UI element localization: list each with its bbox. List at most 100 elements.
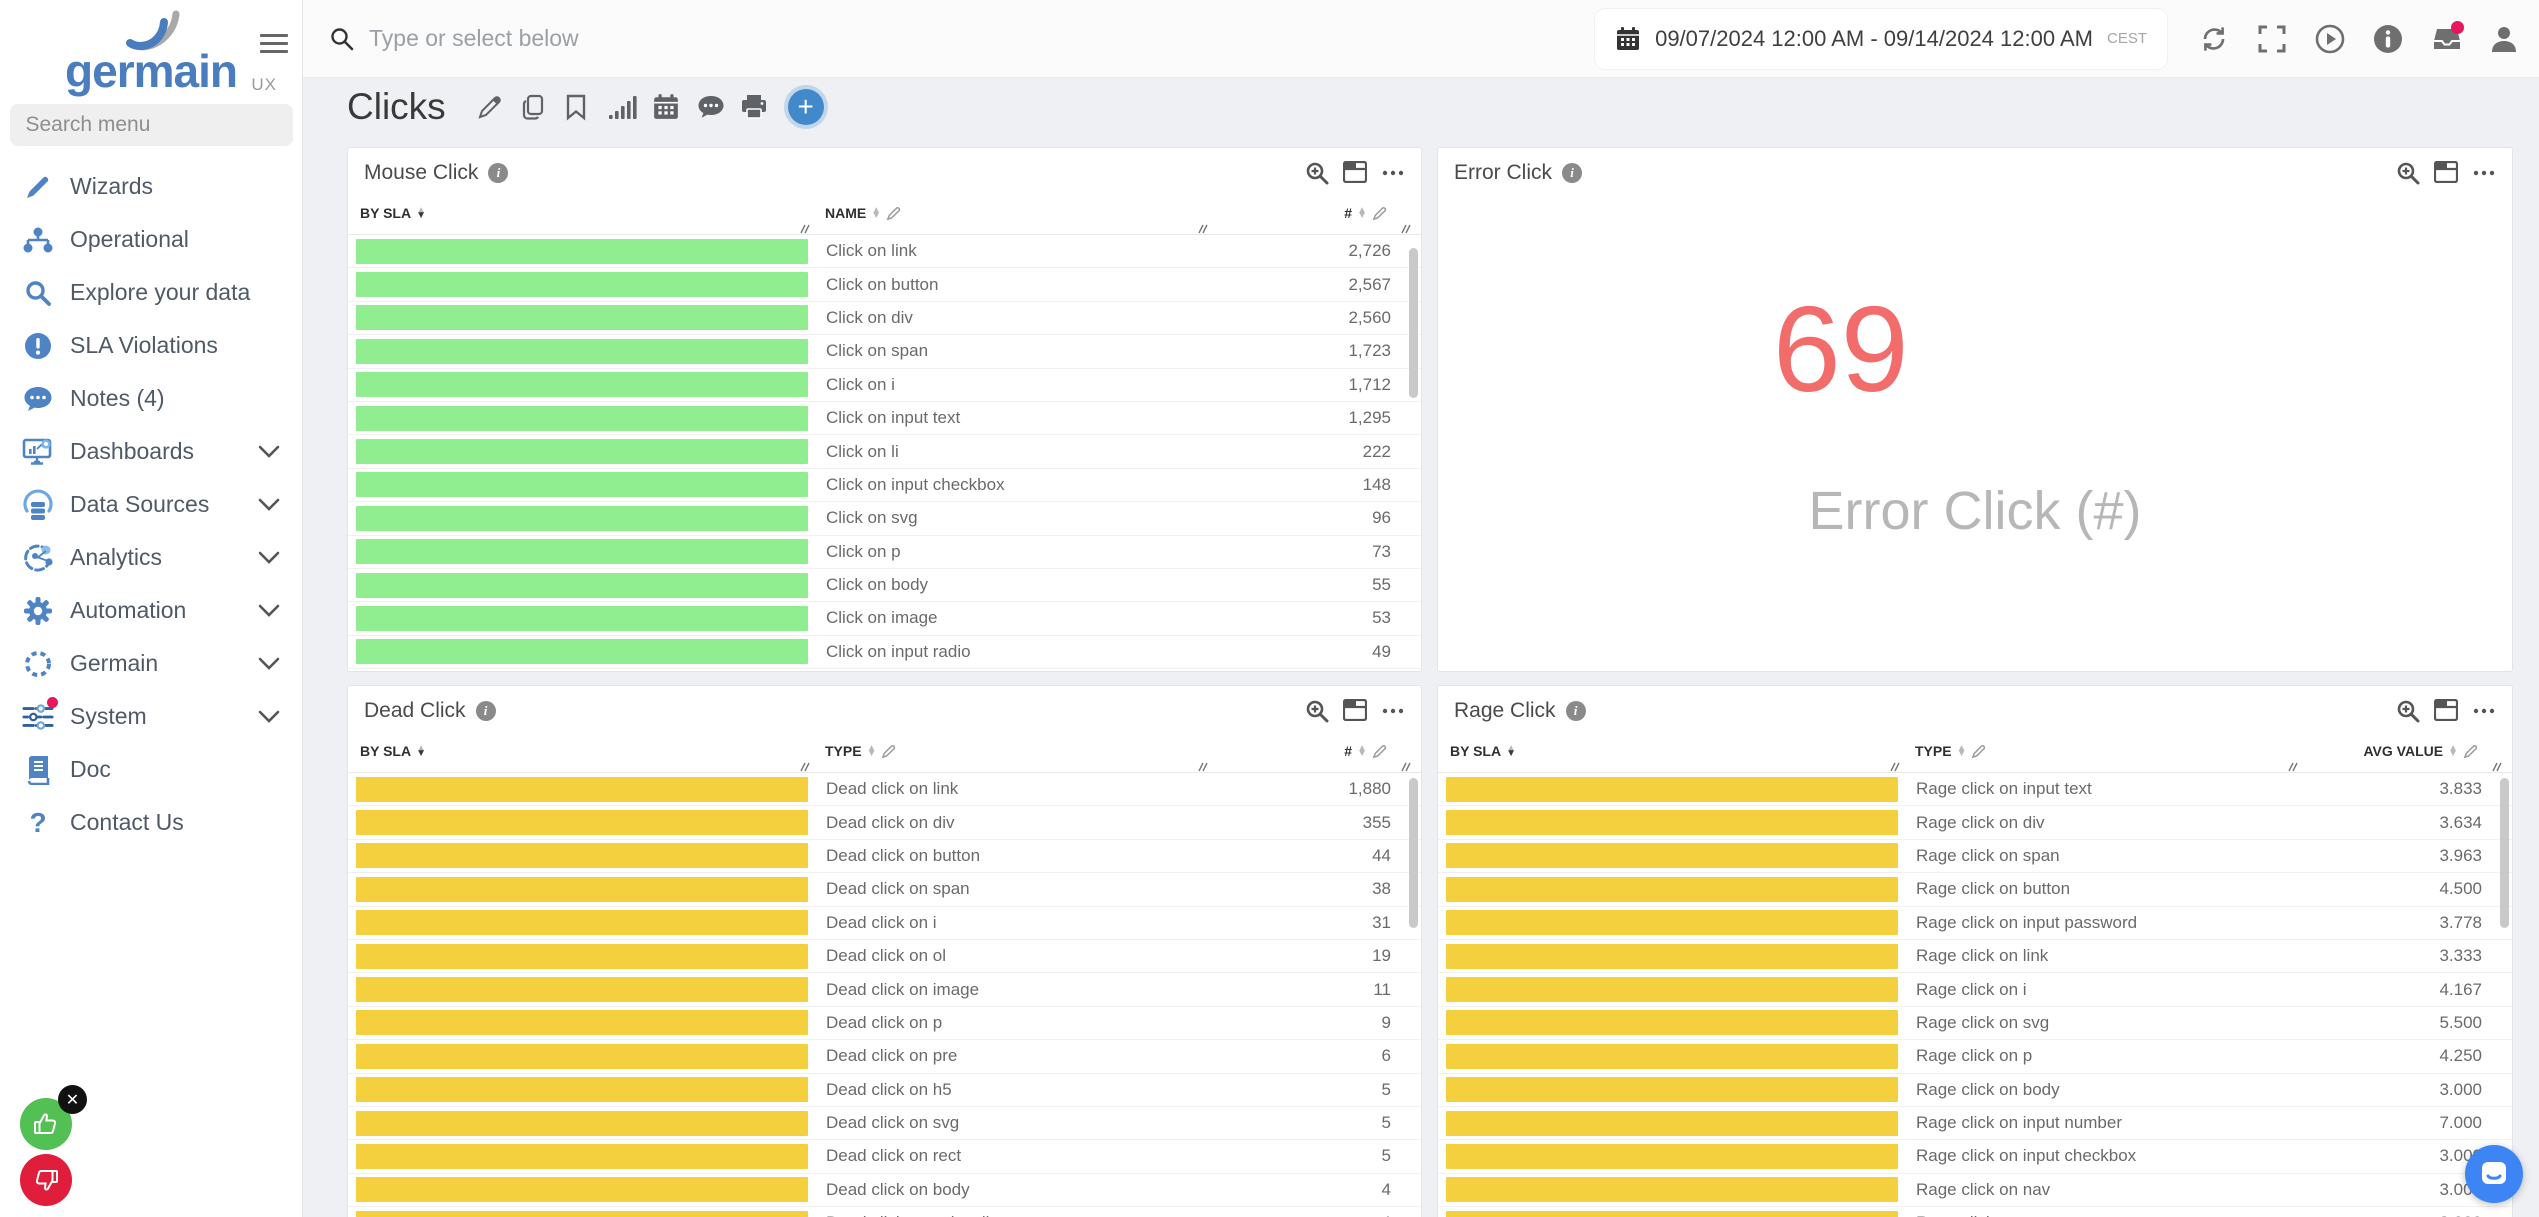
sidebar-item-germain[interactable]: Germain [0,637,302,690]
table-row[interactable]: Rage click on input password 3.778 [1438,907,2512,940]
panel-menu-icon[interactable] [2472,161,2496,185]
edit-column-icon[interactable] [1971,744,1986,759]
info-icon[interactable]: i [1565,701,1586,721]
zoom-in-icon[interactable] [2396,161,2420,185]
sidebar-item-dashboards[interactable]: Dashboards [0,425,302,478]
table-row[interactable]: Dead click on span 38 [348,873,1421,907]
table-row[interactable]: Dead click on h5 5 [348,1074,1421,1107]
column-resize-handle[interactable] [798,223,810,234]
sort-toggle[interactable]: ▲ ▼ [2448,742,2458,759]
table-row[interactable]: Dead click on body 4 [348,1174,1421,1208]
column-resize-handle[interactable] [2286,761,2298,772]
table-row[interactable]: Click on button 2,567 [348,268,1421,302]
refresh-icon[interactable] [2199,24,2229,54]
table-row[interactable]: Rage click on pre3.000 [1438,1207,2512,1217]
table-row[interactable]: Dead click on button 44 [348,840,1421,874]
sidebar-search-input[interactable] [9,104,293,146]
table-row[interactable]: Dead click on div 355 [348,806,1421,840]
table-row[interactable]: Click on svg 96 [348,502,1421,536]
fullscreen-icon[interactable] [2257,24,2287,54]
column-resize-handle[interactable] [1399,223,1411,234]
signal-bars-icon[interactable] [608,93,637,121]
column-resize-handle[interactable] [2490,761,2502,772]
table-row[interactable]: Dead click on image 11 [348,973,1421,1007]
edit-column-icon[interactable] [1372,206,1387,221]
hamburger-menu-icon[interactable] [260,34,288,56]
panel-layout-icon[interactable] [2434,161,2458,185]
date-range-picker[interactable]: 09/07/2024 12:00 AM - 09/14/2024 12:00 A… [1595,8,2167,69]
table-row[interactable]: Dead click on ol 19 [348,940,1421,974]
panel-menu-icon[interactable] [1381,161,1405,185]
info-icon[interactable]: i [475,701,496,721]
germain-logo[interactable]: germain UX [51,10,276,94]
info-icon[interactable]: i [1562,163,1582,183]
table-row[interactable]: Click on span 1,723 [348,335,1421,369]
column-resize-handle[interactable] [1399,761,1411,772]
print-icon[interactable] [740,93,768,121]
table-row[interactable]: Click on link 2,726 [348,235,1421,269]
table-row[interactable]: Rage click on div 3.634 [1438,806,2512,840]
sidebar-item-operational[interactable]: Operational [0,213,302,266]
edit-pencil-icon[interactable] [476,93,504,121]
inbox-icon[interactable] [2431,20,2464,54]
sidebar-item-sla-violations[interactable]: SLA Violations [0,319,302,372]
table-row[interactable]: Dead click on pre 6 [348,1040,1421,1074]
table-row[interactable]: Click on image 53 [348,602,1421,636]
edit-column-icon[interactable] [1372,744,1387,759]
calendar-icon[interactable] [652,93,680,121]
sidebar-item-system[interactable]: System [0,690,302,743]
table-row[interactable]: Rage click on input text 3.833 [1438,773,2512,807]
table-row[interactable]: Rage click on button 4.500 [1438,873,2512,907]
table-row[interactable]: Rage click on body 3.000 [1438,1074,2512,1107]
play-icon[interactable] [2315,24,2345,54]
info-icon[interactable]: i [488,163,509,183]
table-row[interactable]: Dead click on svg 5 [348,1107,1421,1141]
scrollbar-thumb[interactable] [1409,248,1418,398]
chat-launcher-button[interactable] [2465,1145,2523,1203]
table-row[interactable]: Dead click on link 1,880 [348,773,1421,807]
sort-toggle[interactable]: ▲ ▼ [866,742,877,759]
sort-toggle[interactable]: ▲ ▼ [1956,742,1967,759]
sidebar-item-wizards[interactable]: Wizards [0,160,302,213]
zoom-in-icon[interactable] [2396,699,2420,723]
table-row[interactable]: Rage click on input number 7.000 [1438,1107,2512,1141]
table-row[interactable]: Dead click on i 31 [348,907,1421,940]
zoom-in-icon[interactable] [1305,161,1329,185]
table-row[interactable]: Rage click on input checkbox 3.000 [1438,1140,2512,1174]
sidebar-item-analytics[interactable]: Analytics [0,531,302,584]
column-resize-handle[interactable] [798,761,810,772]
sort-toggle[interactable]: ▲ ▼ [1357,204,1367,221]
close-feedback-icon[interactable]: ✕ [58,1085,87,1114]
table-row[interactable]: Rage click on span 3.963 [1438,840,2512,874]
column-resize-handle[interactable] [1196,761,1208,772]
edit-column-icon[interactable] [881,744,896,759]
table-row[interactable]: Rage click on p 4.250 [1438,1040,2512,1074]
sidebar-item-automation[interactable]: Automation [0,584,302,637]
table-row[interactable]: Dead click on rect 5 [348,1140,1421,1174]
panel-layout-icon[interactable] [2434,699,2458,723]
sidebar-item-data-sources[interactable]: Data Sources [0,478,302,531]
bookmark-icon[interactable] [564,93,592,121]
panel-menu-icon[interactable] [2472,699,2496,723]
table-row[interactable]: Click on input number48 [348,669,1421,671]
zoom-in-icon[interactable] [1305,699,1329,723]
sort-toggle[interactable]: ▲ ▼ [1506,742,1516,759]
info-icon[interactable] [2373,24,2403,54]
edit-column-icon[interactable] [2463,744,2478,759]
table-row[interactable]: Click on p 73 [348,536,1421,569]
table-row[interactable]: Dead click on p 9 [348,1007,1421,1041]
panel-layout-icon[interactable] [1343,699,1367,723]
scrollbar-thumb[interactable] [1409,778,1418,928]
table-row[interactable]: Rage click on link 3.333 [1438,940,2512,974]
global-search-input[interactable] [369,25,1269,52]
thumbs-down-button[interactable] [20,1154,72,1206]
table-row[interactable]: Click on input text 1,295 [348,402,1421,436]
user-icon[interactable] [2489,24,2519,54]
sidebar-item-contact-us[interactable]: ? Contact Us [0,796,302,849]
table-row[interactable]: Rage click on svg 5.500 [1438,1007,2512,1041]
sidebar-item-notes[interactable]: Notes (4) [0,372,302,425]
copy-icon[interactable] [520,93,548,121]
sort-toggle[interactable]: ▲ ▼ [871,204,882,221]
table-row[interactable]: Rage click on nav 3.000 [1438,1174,2512,1208]
add-plus-button[interactable]: + [787,89,824,125]
